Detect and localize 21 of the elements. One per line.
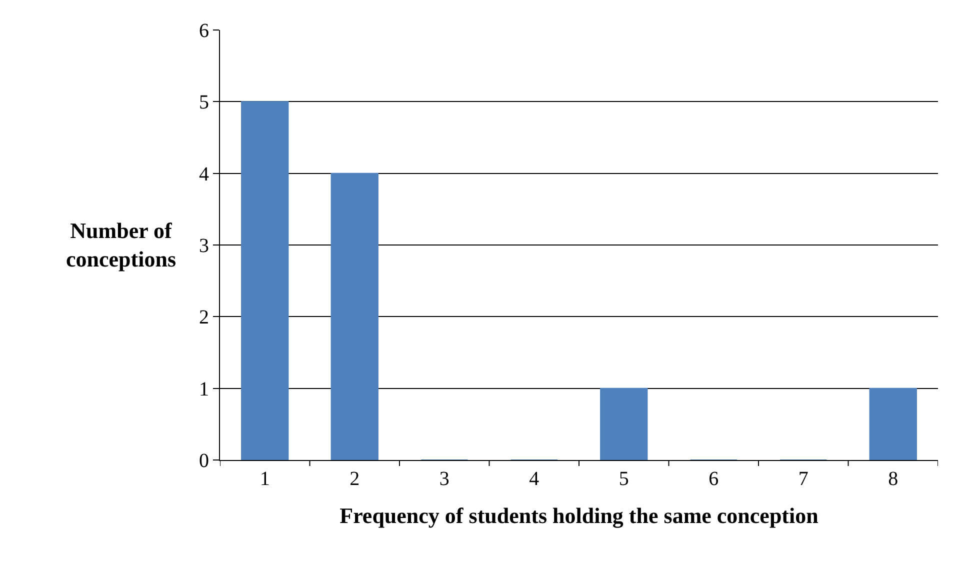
x-tick-label: 4 bbox=[529, 468, 540, 490]
y-tick-label: 5 bbox=[199, 92, 209, 114]
y-tick-label: 6 bbox=[199, 20, 209, 42]
y-tick-label: 4 bbox=[199, 163, 209, 186]
bar bbox=[600, 388, 648, 460]
y-tick-label: 2 bbox=[199, 306, 209, 329]
x-axis-title: Frequency of students holding the same conception bbox=[340, 502, 818, 528]
x-tick-label: 3 bbox=[439, 468, 450, 490]
bar bbox=[241, 101, 289, 460]
y-tick-label: 3 bbox=[199, 235, 209, 257]
bar bbox=[330, 172, 378, 460]
x-tick-label: 8 bbox=[888, 468, 898, 490]
y-axis-title: Number of conceptions bbox=[66, 218, 176, 272]
y-tick-label: 1 bbox=[199, 378, 209, 400]
x-tick-label: 7 bbox=[798, 468, 808, 490]
y-tick-label: 0 bbox=[199, 450, 209, 472]
x-tick-label: 2 bbox=[350, 468, 360, 490]
x-tick-label: 6 bbox=[708, 468, 719, 490]
x-tick-label: 5 bbox=[618, 468, 629, 490]
bar bbox=[869, 388, 917, 460]
x-tick-label: 1 bbox=[260, 468, 270, 490]
